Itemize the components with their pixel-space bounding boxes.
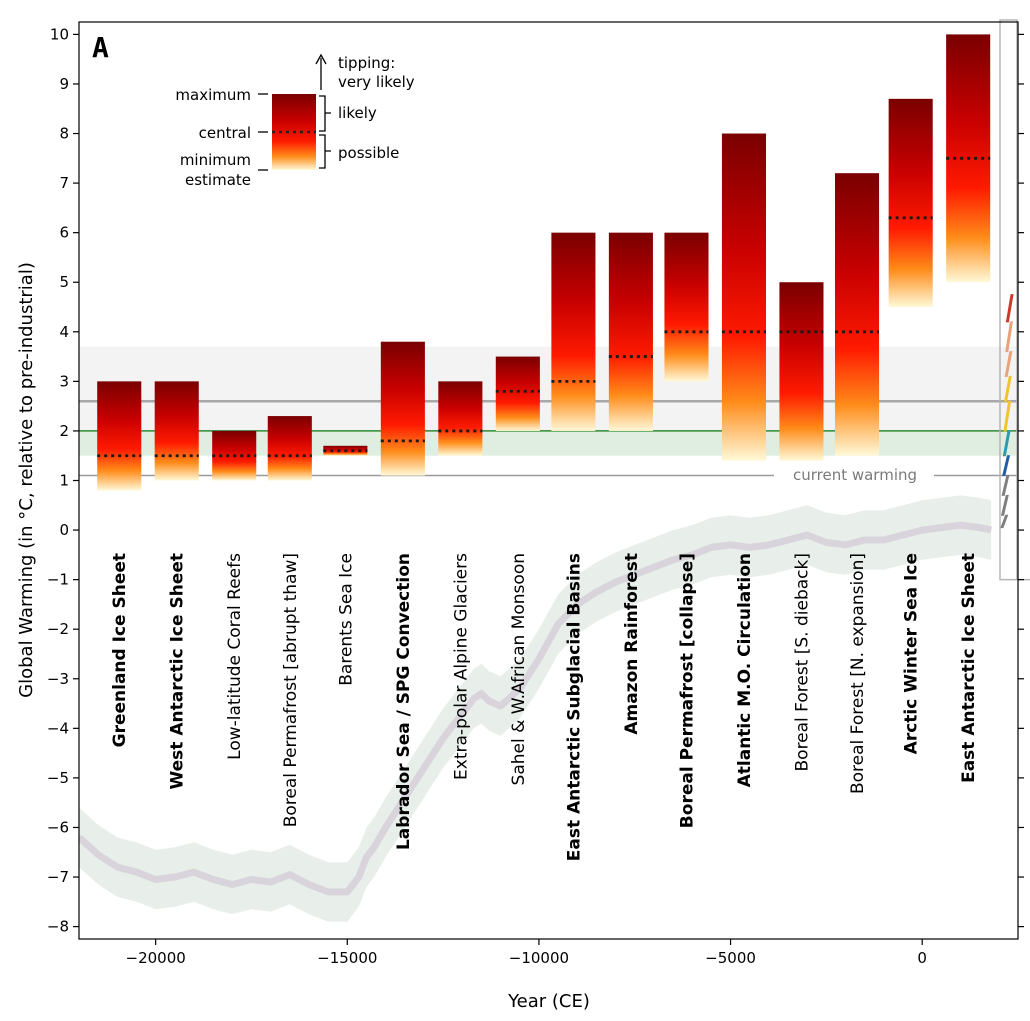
projection-segment-9 bbox=[1005, 294, 1014, 323]
projection-segment-2 bbox=[1001, 475, 1010, 496]
x-tick-label-4: 0 bbox=[917, 949, 927, 967]
current-warming-label: current warming bbox=[793, 466, 917, 484]
projection-segment-3 bbox=[1002, 455, 1011, 477]
legend-tipping-line2: very likely bbox=[338, 73, 415, 91]
current-warming-label-bg bbox=[774, 463, 934, 485]
panel-letter: A bbox=[92, 31, 109, 64]
bar-9 bbox=[608, 232, 653, 431]
y-tick-label-17: 9 bbox=[59, 75, 69, 93]
bar-label-15: East Antarctic Ice Sheet bbox=[959, 553, 979, 783]
tipping-bars bbox=[97, 34, 991, 491]
bar-10 bbox=[664, 232, 709, 382]
x-axis-title: Year (CE) bbox=[507, 991, 590, 1012]
history-line bbox=[79, 521, 992, 896]
projection-segment-0 bbox=[1000, 514, 1009, 529]
bar-label-13: Boreal Forest [N. expansion] bbox=[848, 553, 868, 794]
bar-13 bbox=[834, 173, 880, 456]
y-tick-label-2: −6 bbox=[47, 818, 69, 836]
bar-12 bbox=[779, 282, 824, 461]
x-tick-label-1: −15000 bbox=[317, 949, 377, 967]
bar-1 bbox=[154, 381, 199, 481]
y-tick-label-12: 4 bbox=[59, 323, 69, 341]
legend-possible: possible bbox=[338, 144, 399, 162]
bar-14 bbox=[888, 98, 933, 308]
y-tick-label-4: −4 bbox=[47, 719, 69, 737]
y-tick-label-16: 8 bbox=[59, 125, 69, 143]
projection-segment-8 bbox=[1005, 321, 1013, 353]
legend: maximum central minimum estimate tipping… bbox=[175, 53, 415, 189]
bar-label-8: East Antarctic Subglacial Basins bbox=[564, 553, 584, 861]
arrow-up-icon bbox=[315, 53, 327, 65]
bar-7 bbox=[495, 356, 540, 431]
bar-8 bbox=[551, 232, 596, 431]
legend-estimate: estimate bbox=[185, 171, 251, 189]
x-tick-label-0: −20000 bbox=[126, 949, 186, 967]
projection-inset-box bbox=[999, 19, 1018, 581]
projection-inset bbox=[999, 19, 1030, 581]
bar-5 bbox=[380, 341, 425, 476]
y-tick-label-0: −8 bbox=[47, 918, 69, 936]
bar-label-7: Sahel & W.African Monsoon bbox=[509, 553, 529, 785]
bar-label-2: Low-latitude Coral Reefs bbox=[225, 553, 245, 760]
bar-label-9: Amazon Rainforest bbox=[622, 553, 642, 735]
legend-central: central bbox=[199, 124, 251, 142]
legend-minimum: minimum bbox=[180, 151, 251, 169]
x-tick-label-3: −5000 bbox=[705, 949, 756, 967]
x-axis: −20000 −15000 −10000 −5000 0 bbox=[126, 939, 927, 967]
y-tick-label-6: −2 bbox=[47, 620, 69, 638]
bar-label-12: Boreal Forest [S. dieback] bbox=[793, 553, 813, 772]
y-tick-label-14: 6 bbox=[59, 224, 69, 242]
legend-tipping-line1: tipping: bbox=[338, 54, 395, 72]
y-tick-label-11: 3 bbox=[59, 372, 69, 390]
bar-3 bbox=[267, 416, 312, 481]
y-tick-label-18: 10 bbox=[50, 25, 69, 43]
y-tick-label-5: −3 bbox=[47, 670, 69, 688]
possible-bracket-icon bbox=[319, 134, 331, 169]
y-tick-label-10: 2 bbox=[59, 422, 69, 440]
bar-label-11: Atlantic M.O. Circulation bbox=[735, 553, 755, 787]
bar-label-4: Barents Sea Ice bbox=[336, 553, 356, 686]
y-tick-label-15: 7 bbox=[59, 174, 69, 192]
bar-label-10: Boreal Permafrost [collapse] bbox=[678, 553, 698, 828]
projection-segment-7 bbox=[1004, 351, 1013, 377]
bar-6 bbox=[438, 381, 483, 456]
bar-label-6: Extra-polar Alpine Glaciers bbox=[451, 553, 471, 780]
y-tick-label-7: −1 bbox=[47, 571, 69, 589]
temperature-history bbox=[79, 495, 992, 922]
x-tick-label-2: −10000 bbox=[509, 949, 569, 967]
likely-bracket-icon bbox=[319, 95, 331, 132]
projection-segment-1 bbox=[1000, 494, 1009, 516]
bar-label-14: Arctic Winter Sea Ice bbox=[902, 553, 922, 754]
bar-label-0: Greenland Ice Sheet bbox=[110, 553, 130, 747]
bar-0 bbox=[97, 381, 142, 491]
legend-likely: likely bbox=[338, 104, 377, 122]
bar-label-3: Boreal Permafrost [abrupt thaw] bbox=[281, 553, 301, 827]
projection-segment-6 bbox=[1003, 375, 1012, 402]
legend-maximum: maximum bbox=[175, 86, 251, 104]
projection-segment-4 bbox=[1002, 430, 1011, 457]
projection-segment-5 bbox=[1003, 400, 1012, 432]
element-labels: Greenland Ice Sheet West Antarctic Ice Sh… bbox=[110, 553, 979, 861]
y-tick-label-9: 1 bbox=[59, 472, 69, 490]
bar-11 bbox=[721, 133, 767, 461]
y-tick-label-13: 5 bbox=[59, 273, 69, 291]
y-tick-label-3: −5 bbox=[47, 769, 69, 787]
y-tick-label-1: −7 bbox=[47, 868, 69, 886]
y-axis-title: Global Warming (in °C, relative to pre-i… bbox=[16, 262, 37, 698]
bar-label-5: Labrador Sea / SPG Convection bbox=[394, 553, 414, 850]
y-axis: −8 −7 −6 −5 −4 −3 −2 −1 0 1 2 3 4 5 6 7 8 9 10 bbox=[47, 25, 1024, 936]
bar-label-1: West Antarctic Ice Sheet bbox=[168, 553, 188, 790]
y-tick-label-8: 0 bbox=[59, 521, 69, 539]
